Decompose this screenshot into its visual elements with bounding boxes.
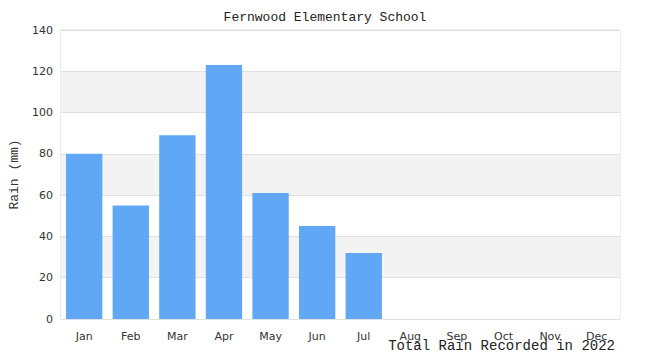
svg-text:100: 100 <box>32 106 53 119</box>
svg-text:120: 120 <box>32 65 53 78</box>
svg-text:May: May <box>259 330 282 343</box>
svg-text:Aug: Aug <box>399 330 422 343</box>
svg-text:Sep: Sep <box>446 330 468 343</box>
svg-text:Feb: Feb <box>121 330 140 343</box>
svg-text:Dec: Dec <box>586 330 608 343</box>
svg-text:Nov: Nov <box>539 330 561 343</box>
svg-text:Jul: Jul <box>356 330 370 343</box>
svg-text:80: 80 <box>39 147 53 160</box>
svg-text:40: 40 <box>39 230 53 243</box>
svg-text:Mar: Mar <box>167 330 188 343</box>
svg-text:Jan: Jan <box>75 330 93 343</box>
svg-text:Oct: Oct <box>494 330 513 343</box>
svg-text:Fernwood Elementary School: Fernwood Elementary School <box>224 10 427 25</box>
svg-text:140: 140 <box>32 24 53 37</box>
svg-text:0: 0 <box>46 313 53 326</box>
svg-text:Rain (mm): Rain (mm) <box>7 139 22 209</box>
svg-text:Apr: Apr <box>214 330 234 343</box>
svg-text:Jun: Jun <box>308 330 326 343</box>
svg-text:20: 20 <box>39 271 53 284</box>
svg-text:Total Rain Recorded in 2022: Total Rain Recorded in 2022 <box>388 338 615 354</box>
svg-text:60: 60 <box>39 189 53 202</box>
